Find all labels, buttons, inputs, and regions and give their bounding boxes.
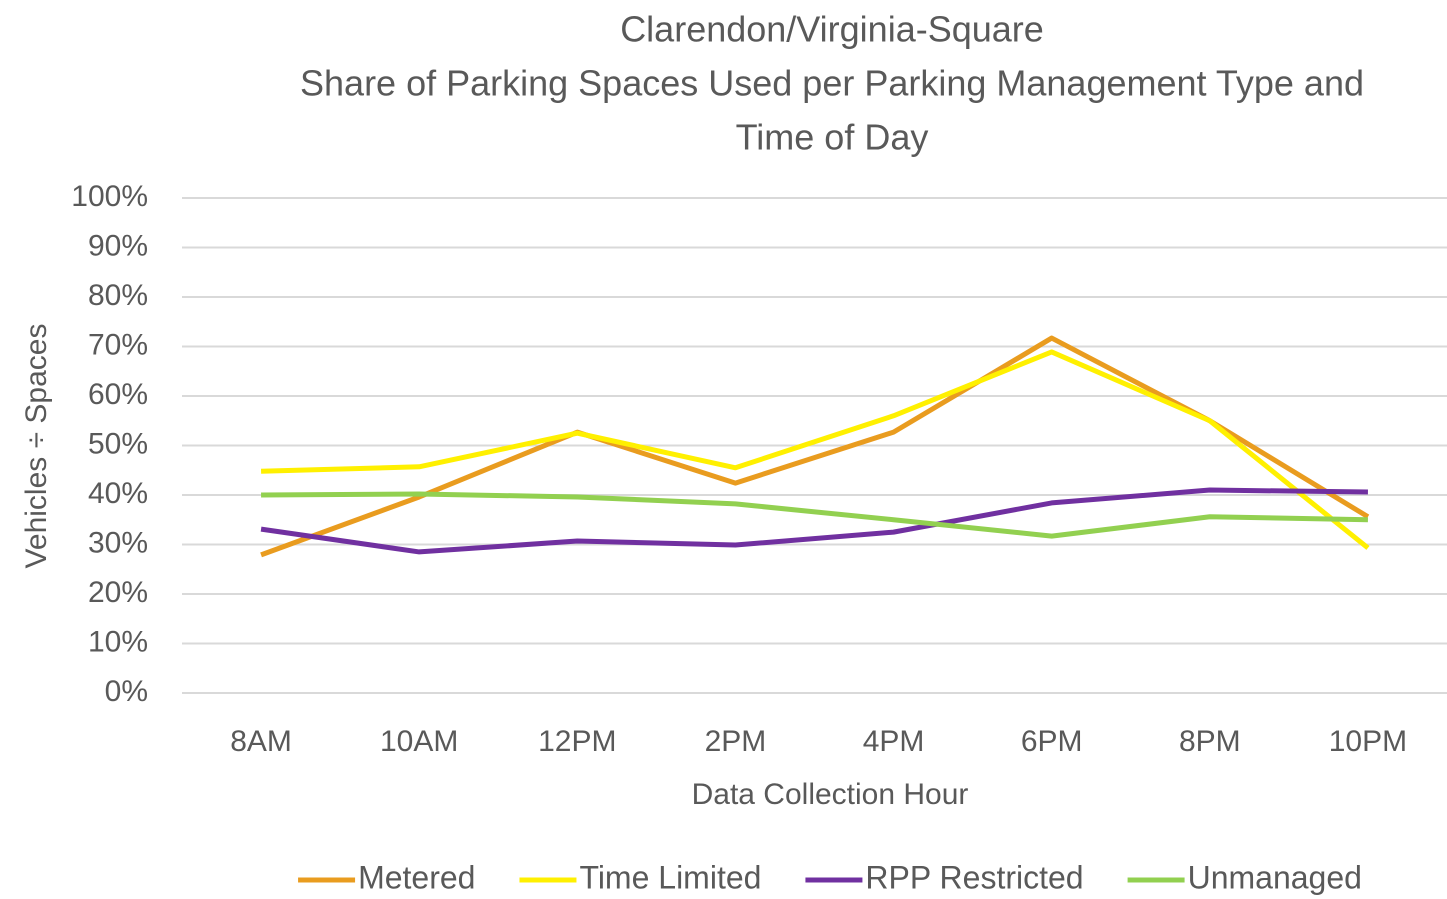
legend-label: Unmanaged — [1188, 859, 1362, 895]
y-tick-label: 0% — [105, 675, 148, 708]
series-line — [260, 349, 1370, 550]
x-tick-label: 10PM — [1329, 725, 1407, 758]
x-tick-label: 8AM — [230, 725, 292, 758]
series-line — [260, 487, 1368, 555]
y-tick-label: 80% — [88, 279, 148, 312]
y-tick-label: 60% — [88, 378, 148, 411]
x-axis-label: Data Collection Hour — [692, 778, 969, 811]
x-tick-label: 4PM — [863, 725, 925, 758]
y-tick-label: 50% — [88, 427, 148, 460]
y-tick-label: 70% — [88, 328, 148, 361]
x-tick-label: 8PM — [1179, 725, 1241, 758]
legend-label: RPP Restricted — [865, 859, 1083, 895]
y-tick-label: 10% — [88, 625, 148, 658]
chart-title: Share of Parking Spaces Used per Parking… — [300, 63, 1364, 104]
chart-title: Clarendon/Virginia-Square — [620, 9, 1044, 50]
y-tick-label: 20% — [88, 576, 148, 609]
y-tick-label: 30% — [88, 526, 148, 559]
y-axis-label: Vehicles ÷ Spaces — [20, 324, 53, 569]
x-tick-label: 2PM — [705, 725, 767, 758]
legend-label: Time Limited — [579, 859, 761, 895]
y-tick-label: 100% — [71, 180, 148, 213]
y-tick-label: 90% — [88, 229, 148, 262]
x-tick-label: 6PM — [1021, 725, 1083, 758]
x-tick-label: 12PM — [538, 725, 616, 758]
x-tick-label: 10AM — [380, 725, 458, 758]
legend-label: Metered — [358, 859, 475, 895]
series-line — [261, 491, 1368, 539]
chart-title: Time of Day — [736, 117, 929, 158]
y-tick-label: 40% — [88, 477, 148, 510]
